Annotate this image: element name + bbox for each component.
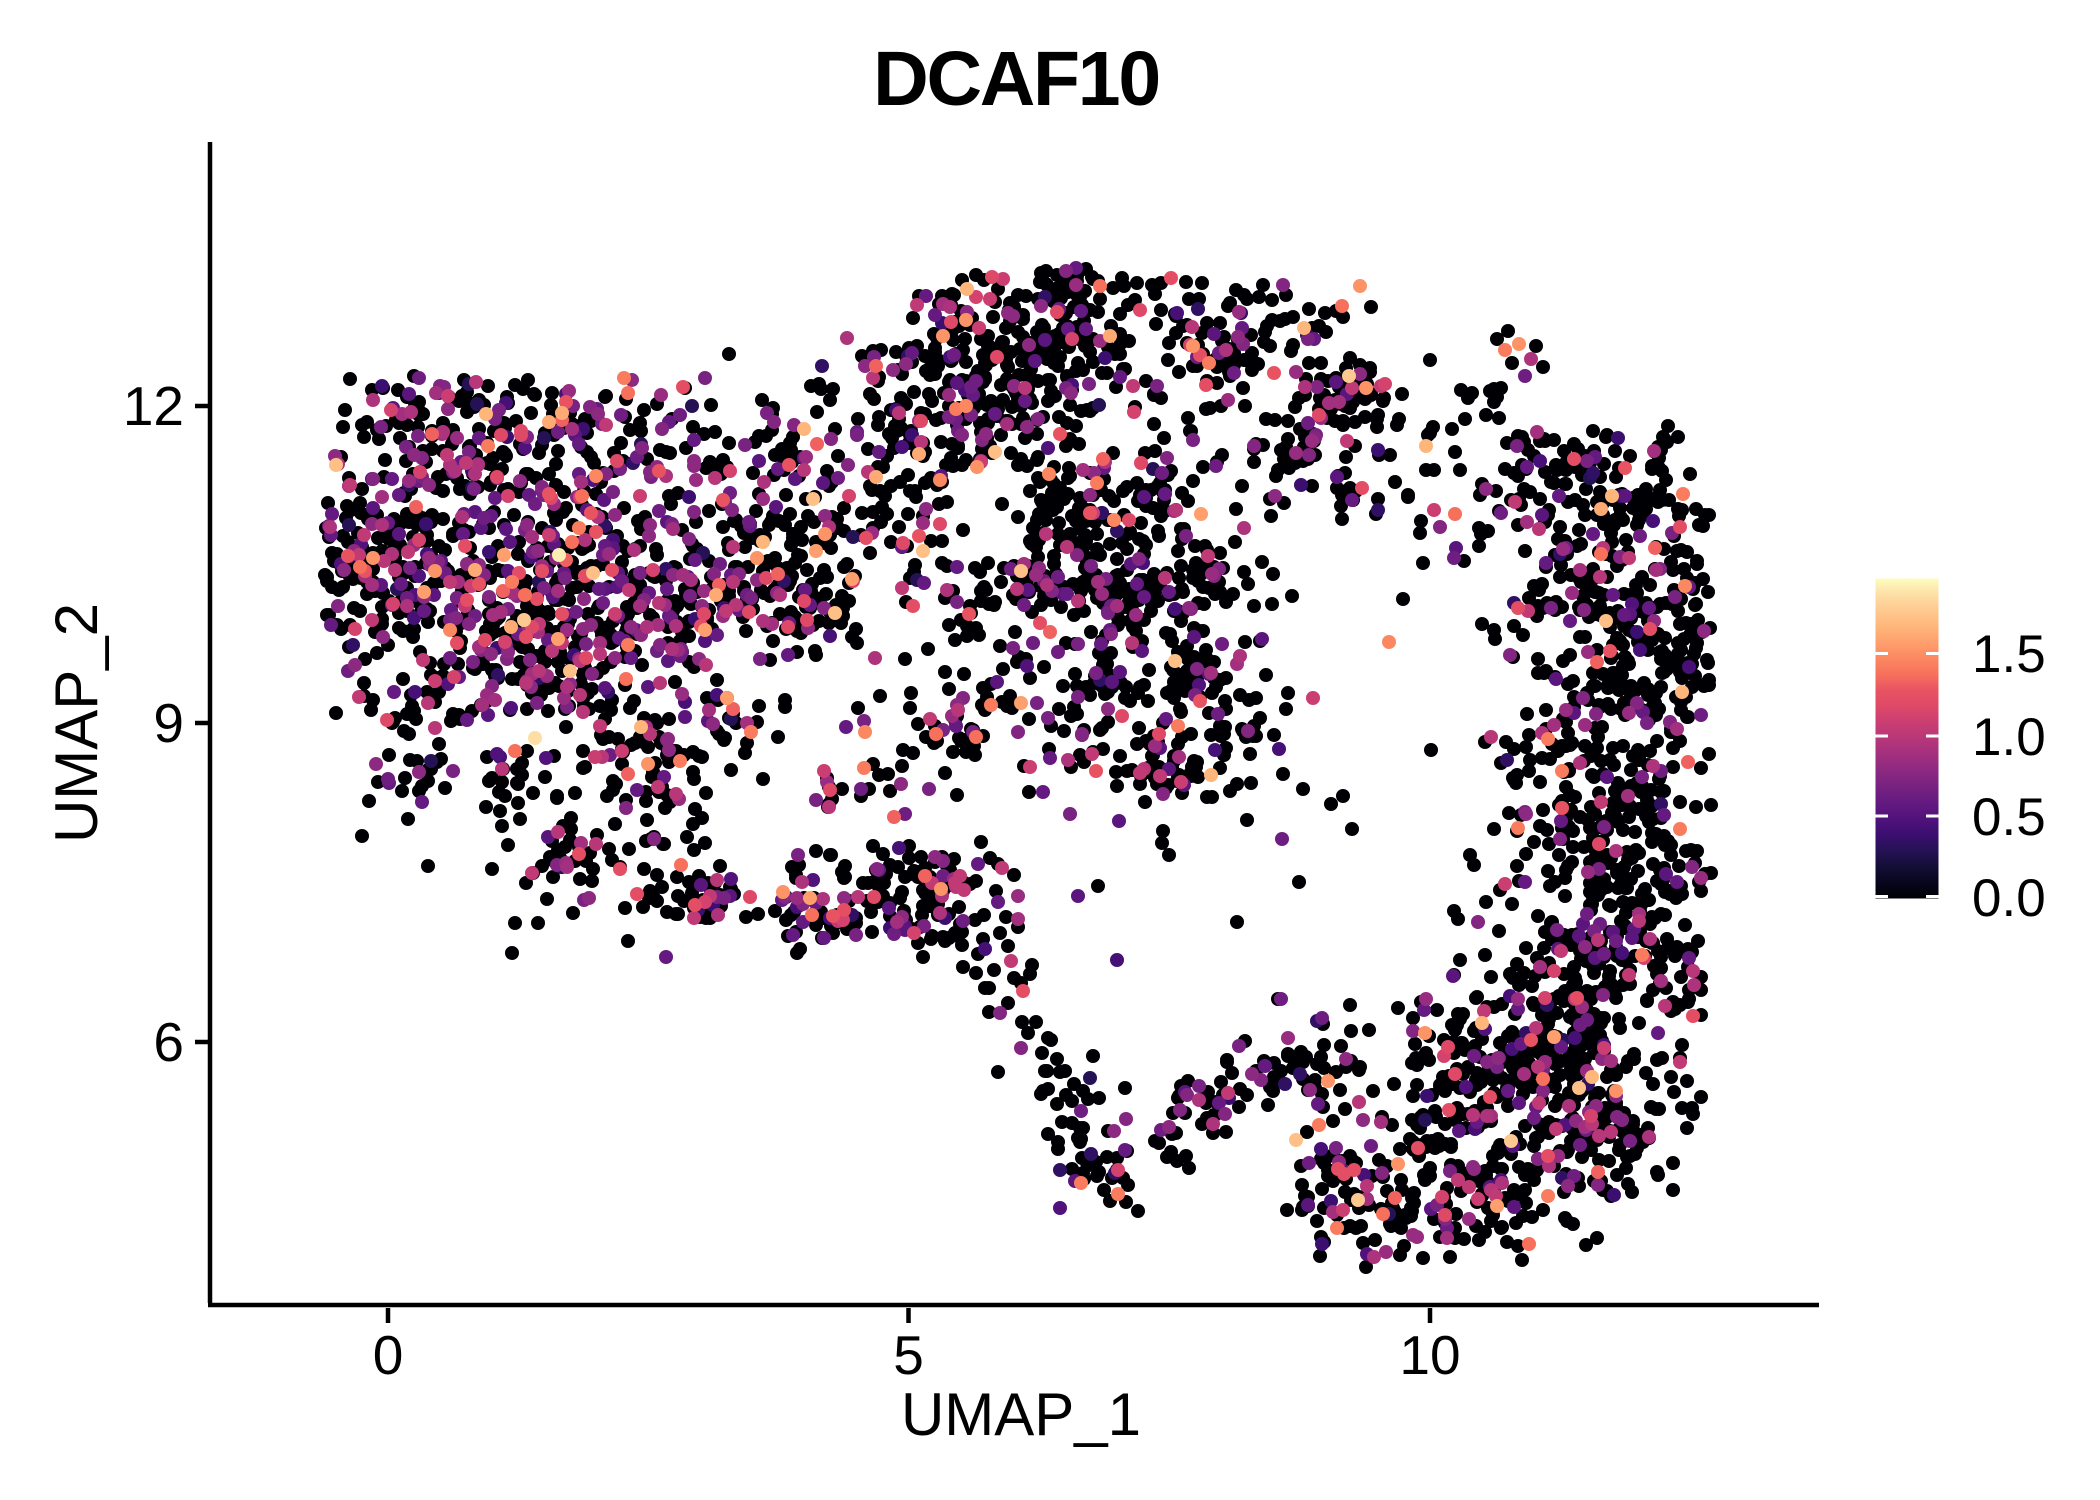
svg-text:9: 9 xyxy=(153,692,184,754)
svg-text:12: 12 xyxy=(123,375,184,437)
svg-text:0.5: 0.5 xyxy=(1972,788,2046,847)
svg-text:0: 0 xyxy=(373,1324,404,1386)
svg-text:6: 6 xyxy=(153,1011,184,1073)
svg-text:1.5: 1.5 xyxy=(1972,625,2046,684)
svg-text:1.0: 1.0 xyxy=(1972,708,2046,767)
svg-text:0.0: 0.0 xyxy=(1972,869,2046,928)
svg-text:UMAP_2: UMAP_2 xyxy=(43,603,110,843)
svg-text:10: 10 xyxy=(1399,1324,1460,1386)
svg-text:UMAP_1: UMAP_1 xyxy=(901,1381,1141,1448)
svg-text:5: 5 xyxy=(893,1324,924,1386)
svg-text:DCAF10: DCAF10 xyxy=(873,36,1159,122)
